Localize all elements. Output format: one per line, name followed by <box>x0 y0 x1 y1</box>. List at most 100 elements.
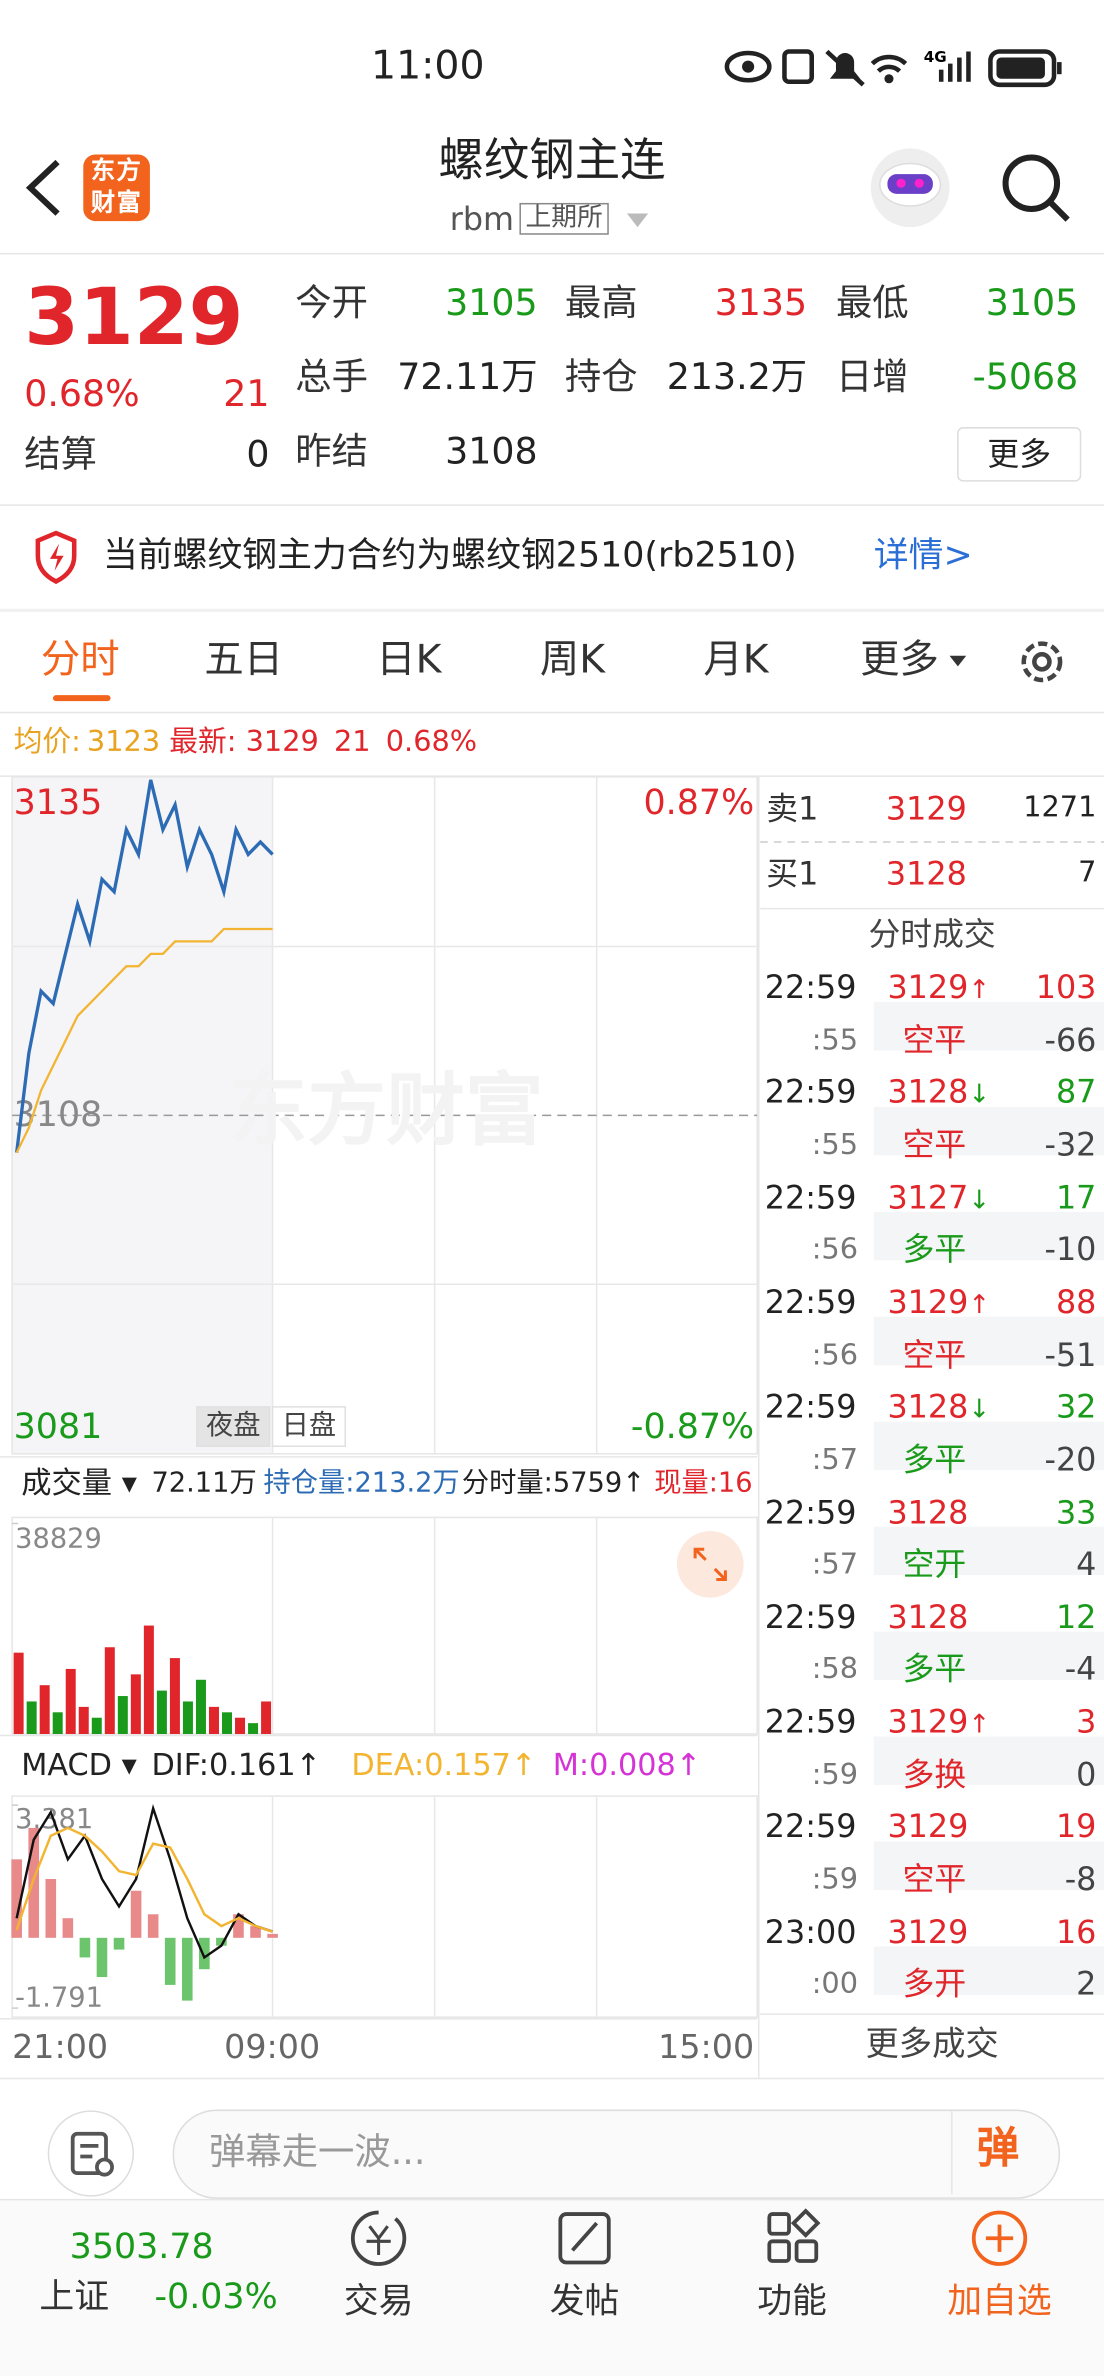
dea-label: DEA:0.157↑ <box>351 1746 537 1783</box>
tab[interactable]: 五日 <box>204 637 284 683</box>
latest-change: 21 <box>333 725 371 759</box>
last-price: 3129 <box>24 272 244 364</box>
trade-delta: 4 <box>1076 1546 1097 1583</box>
network-label: 4G <box>924 48 947 66</box>
book-label: 卖1 <box>766 790 819 827</box>
macd-bar <box>45 1878 57 1938</box>
session-label[interactable]: 日盘 <box>282 1410 337 1441</box>
volume-bar <box>156 1690 167 1734</box>
trade-kind: 多平 <box>902 1651 967 1688</box>
trade-arrow: ↓ <box>968 1185 990 1216</box>
index-change[interactable]: -0.03% <box>154 2277 278 2318</box>
now-volume: 现量:16 <box>654 1467 753 1500</box>
trade-second: :56 <box>811 1233 859 1267</box>
volume-bar <box>78 1706 89 1734</box>
trade-second: :58 <box>811 1652 859 1687</box>
trade-arrow: ↑ <box>968 1290 990 1321</box>
settings-button[interactable] <box>1015 635 1070 690</box>
trade-kind: 多平 <box>902 1231 967 1268</box>
index-name[interactable]: 上证 <box>39 2277 110 2318</box>
trade-sub-bg <box>873 1736 1104 1786</box>
tab[interactable]: 更多 <box>860 637 939 683</box>
tab-more-arrow[interactable] <box>949 654 968 669</box>
volume-title[interactable]: 成交量 ▾ <box>21 1464 137 1501</box>
notice-link[interactable]: 详情> <box>873 536 973 576</box>
session-tab <box>196 1406 271 1448</box>
field-value: 3135 <box>714 281 808 325</box>
volume-bar <box>52 1712 63 1734</box>
macd-bar <box>250 1926 261 1938</box>
tab[interactable]: 日K <box>376 637 442 683</box>
volume-bar <box>235 1717 246 1734</box>
volume-bar <box>195 1679 206 1734</box>
latest-value: 3129 <box>245 725 319 759</box>
avg-price-line <box>15 927 273 1154</box>
nav-item[interactable]: 交易 <box>343 2282 414 2322</box>
trade-second: :59 <box>811 1862 859 1897</box>
index-value[interactable]: 3503.78 <box>69 2227 214 2268</box>
page-title: 螺纹钢主连 <box>438 134 666 188</box>
tab[interactable]: 分时 <box>40 637 120 683</box>
volume-bar <box>13 1652 24 1734</box>
macd-bar <box>164 1937 176 1985</box>
comment-settings[interactable] <box>45 2108 136 2199</box>
trade-time: 22:59 <box>764 1808 857 1846</box>
avg-label: 均价: <box>13 725 81 759</box>
trade-volume: 19 <box>1055 1808 1097 1846</box>
trade-sub-bg <box>873 1001 1104 1051</box>
macd-title[interactable]: MACD ▾ <box>21 1746 137 1783</box>
divider <box>0 608 1104 612</box>
comment-placeholder: 弹幕走一波... <box>208 2130 426 2174</box>
robot-avatar[interactable] <box>866 145 954 230</box>
pct-label-top: 0.87% <box>644 783 755 823</box>
macd-bar <box>216 1937 227 1946</box>
nav-item[interactable]: 加自选 <box>947 2282 1052 2322</box>
expand-icon <box>693 1547 727 1582</box>
expand-button[interactable] <box>676 1531 744 1598</box>
comment-input[interactable] <box>172 2109 1061 2199</box>
search-button[interactable] <box>1000 151 1073 224</box>
tick-volume: 分时量:5759↑ <box>461 1467 646 1500</box>
macd-title-text: MACD <box>21 1746 112 1783</box>
exchange-tag: 上期所 <box>519 202 609 235</box>
change-pct: 0.68% <box>24 372 140 415</box>
dropdown-icon[interactable] <box>626 212 651 230</box>
bottom-nav <box>0 2198 1104 2376</box>
back-button[interactable] <box>21 156 66 220</box>
trades-title: 分时成交 <box>868 916 996 953</box>
more-button[interactable]: 更多 <box>957 427 1082 482</box>
nav-item[interactable]: 发帖 <box>549 2282 620 2322</box>
divider <box>0 2077 1104 2080</box>
dea-line <box>15 1826 273 1933</box>
trade-second: :56 <box>811 1337 859 1372</box>
open-interest: 持仓量:213.2万 <box>263 1467 460 1500</box>
app-logo[interactable]: 东方财富 <box>83 154 150 222</box>
trade-delta: -20 <box>1044 1441 1097 1478</box>
session-label[interactable]: 夜盘 <box>206 1410 261 1441</box>
danmaku-button[interactable]: 弹 <box>976 2123 1020 2174</box>
trade-price: 3129↑ <box>887 1284 990 1321</box>
nav-item[interactable]: 功能 <box>757 2282 827 2322</box>
trade-price: 3129↑ <box>887 1703 990 1741</box>
dif-label: DIF:0.161↑ <box>151 1746 322 1783</box>
settle-label: 结算 <box>24 433 97 476</box>
macd-bar <box>62 1918 74 1938</box>
volume-bar <box>39 1685 50 1734</box>
settle-value: 0 <box>246 433 270 476</box>
field-label: 昨结 <box>295 430 368 473</box>
volume-bar <box>182 1701 193 1734</box>
trade-price: 3128↓ <box>887 1074 990 1111</box>
field-label: 日增 <box>835 355 909 399</box>
price-frame <box>11 776 758 1455</box>
trade-second: :55 <box>811 1023 859 1057</box>
volume-frame <box>11 1516 758 1735</box>
tab[interactable]: 周K <box>539 637 606 683</box>
tab[interactable]: 月K <box>703 637 769 683</box>
watermark: 东方财富 <box>229 1065 544 1157</box>
more-trades[interactable]: 更多成交 <box>865 2026 999 2065</box>
pct-label-bottom: -0.87% <box>631 1407 754 1447</box>
field-value: 72.11万 <box>397 355 538 399</box>
volume-bar <box>169 1658 180 1734</box>
